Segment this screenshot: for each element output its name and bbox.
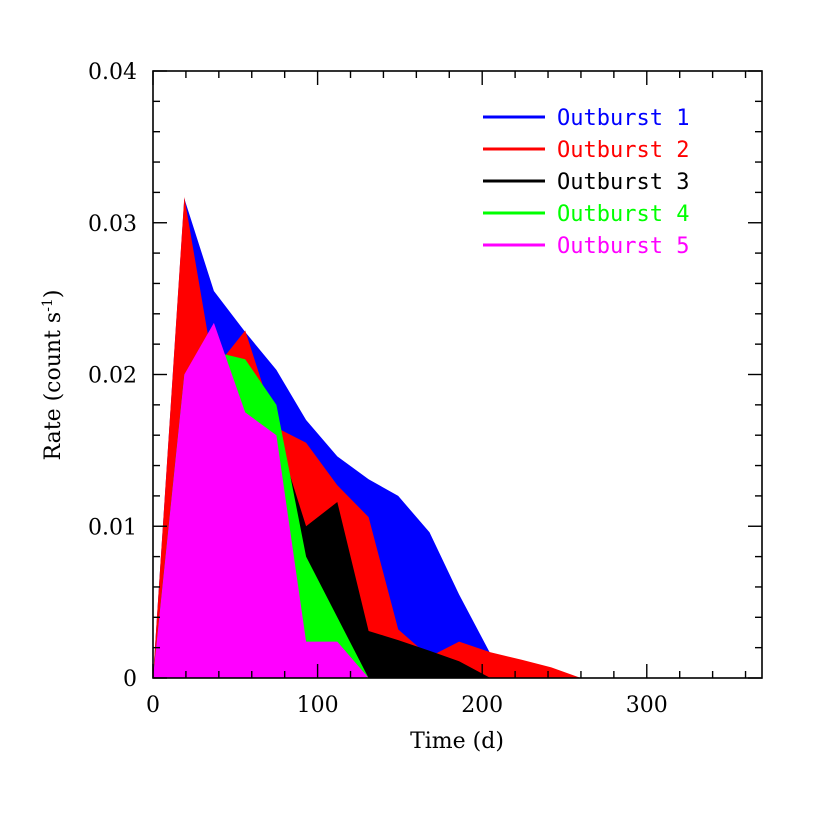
area-outburst-5: [153, 322, 369, 678]
legend-label-outburst-4: Outburst 4: [557, 202, 689, 227]
y-tick-label: 0: [123, 667, 137, 692]
y-axis-label-close: ): [41, 290, 66, 299]
legend-label-outburst-1: Outburst 1: [557, 106, 689, 131]
y-tick-label: 0.03: [88, 212, 137, 237]
tick-label-layer: 0 100 200 300 0 0.01 0.02 0.03 0.04: [88, 60, 668, 718]
x-axis-label: Time (d): [410, 729, 504, 754]
y-tick-label: 0.02: [88, 364, 137, 389]
y-tick-label: 0.04: [88, 60, 137, 85]
area-layer: [153, 197, 581, 678]
x-tick-label: 0: [146, 693, 160, 718]
legend-label-outburst-3: Outburst 3: [557, 170, 689, 195]
y-axis-label-main: Rate (count s: [41, 312, 66, 461]
tick-layer: [152, 70, 762, 679]
y-axis-label: Rate (count s-1): [40, 290, 66, 461]
legend-label-outburst-5: Outburst 5: [557, 234, 689, 259]
y-axis-label-superscript: -1: [40, 298, 56, 312]
legend-label-outburst-2: Outburst 2: [557, 138, 689, 163]
x-tick-label: 200: [461, 693, 503, 718]
y-tick-label: 0.01: [88, 515, 137, 540]
x-tick-label: 100: [297, 693, 339, 718]
x-tick-label: 300: [626, 693, 668, 718]
legend: Outburst 1 Outburst 2 Outburst 3 Outburst 4…: [483, 106, 689, 259]
